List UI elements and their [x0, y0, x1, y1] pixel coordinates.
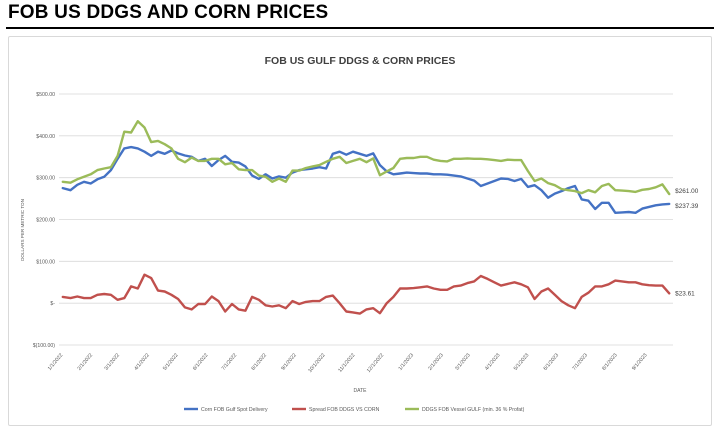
title-divider	[6, 27, 714, 29]
y-tick-label: $500.00	[36, 92, 55, 98]
x-tick-label: 11/1/2022	[337, 352, 356, 373]
x-tick-label: 9/1/2022	[280, 352, 298, 371]
y-tick-label: $300.00	[36, 176, 55, 182]
x-tick-label: 1/1/2022	[47, 352, 65, 371]
end-label-3: $261.00	[675, 188, 699, 195]
legend-label-1: Corn FOB Gulf Spot Delivery	[201, 407, 268, 413]
x-tick-label: 7/1/2023	[571, 352, 589, 371]
y-axis-ticks: $(100.00) $- $100.00 $200.00 $300.00 $400.00 $…	[33, 92, 55, 349]
end-label-2: $23.61	[675, 290, 695, 297]
page-title: FOB US DDGS AND CORN PRICES	[8, 2, 329, 23]
y-tick-label: $-	[50, 301, 55, 307]
x-tick-label: 10/1/2022	[307, 352, 327, 374]
x-tick-label: 6/1/2022	[192, 352, 210, 371]
x-tick-label: 8/1/2023	[601, 352, 619, 371]
x-tick-label: 2/1/2022	[77, 352, 95, 371]
chart-frame: FOB US GULF DDGS & CORN PRICES $(100.00)…	[8, 36, 712, 426]
x-axis-ticks: 1/1/2022 2/1/2022 3/1/2022 4/1/2022 5/1/2022…	[47, 352, 649, 374]
y-tick-label: $100.00	[36, 259, 55, 265]
x-tick-label: 12/1/2022	[366, 352, 386, 374]
series-line-2	[61, 273, 671, 315]
series-lines	[61, 119, 671, 315]
series-line-1	[61, 145, 671, 215]
end-labels: $237.39 $23.61 $261.00	[675, 188, 699, 297]
y-tick-label: $200.00	[36, 218, 55, 224]
legend-label-3: DDGS FOB Vessel GULF (min. 36 % Profat)	[422, 407, 525, 413]
x-tick-label: 4/1/2022	[133, 352, 151, 371]
legend: Corn FOB Gulf Spot Delivery Spread FOB DD…	[184, 407, 525, 413]
x-tick-label: 4/1/2023	[484, 352, 502, 371]
y-tick-label: $400.00	[36, 134, 55, 140]
x-tick-label: 1/1/2023	[398, 352, 416, 371]
legend-label-2: Spread FOB DDGS VS CORN	[309, 407, 380, 413]
x-tick-label: 8/1/2022	[250, 352, 268, 371]
x-tick-label: 5/1/2022	[162, 352, 180, 371]
x-tick-label: 2/1/2023	[427, 352, 445, 371]
gridlines	[59, 93, 673, 346]
y-tick-label: $(100.00)	[33, 343, 55, 349]
line-chart: FOB US GULF DDGS & CORN PRICES $(100.00)…	[20, 55, 699, 413]
chart-title: FOB US GULF DDGS & CORN PRICES	[265, 55, 456, 67]
x-tick-label: 5/1/2023	[513, 352, 531, 371]
x-tick-label: 9/1/2023	[631, 352, 649, 371]
x-tick-label: 3/1/2022	[103, 352, 121, 371]
x-axis-label: DATE	[354, 388, 368, 394]
x-tick-label: 3/1/2023	[454, 352, 472, 371]
y-axis-label: DOLLARS PER METRIC TON	[20, 199, 25, 261]
x-tick-label: 6/1/2023	[543, 352, 561, 371]
end-label-1: $237.39	[675, 203, 699, 210]
x-tick-label: 7/1/2022	[221, 352, 239, 371]
series-line-3	[61, 119, 671, 196]
